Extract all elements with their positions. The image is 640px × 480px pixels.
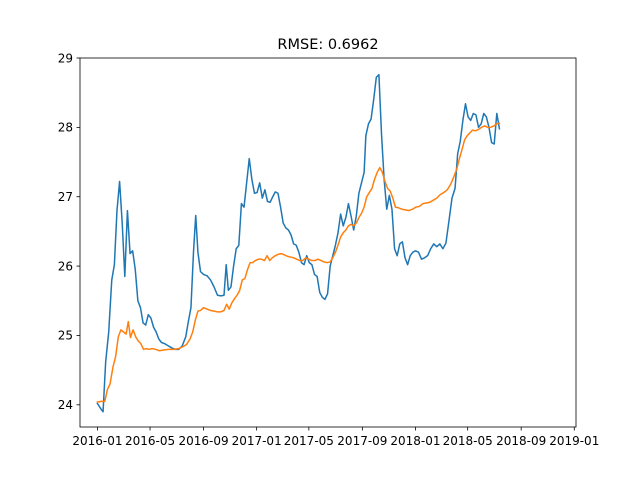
y-tick-label: 27 [58, 190, 73, 204]
x-tick-label: 2018-05 [443, 434, 493, 448]
x-tick-label: 2017-09 [337, 434, 387, 448]
series-layer [96, 73, 501, 413]
y-tick-label: 26 [58, 259, 73, 273]
series-line-2 [96, 122, 501, 403]
y-tick-label: 29 [58, 51, 73, 65]
plot-frame [79, 57, 577, 428]
y-tick-label: 25 [58, 329, 73, 343]
x-tick-label: 2017-01 [232, 434, 282, 448]
y-tick-label: 24 [58, 398, 73, 412]
y-tick-label: 28 [58, 121, 73, 135]
axis-ticks: 2016-01 2016-05 2016-09 2017-01 2017-05 2017-… [58, 51, 600, 448]
x-tick-label: 2016-05 [125, 434, 175, 448]
x-tick-label: 2017-05 [284, 434, 334, 448]
x-tick-label: 2016-09 [178, 434, 228, 448]
x-tick-label: 2016-01 [72, 434, 122, 448]
x-tick-label: 2019-01 [549, 434, 599, 448]
chart-title: RMSE: 0.6962 [277, 37, 378, 53]
series-line-1 [96, 73, 501, 413]
x-tick-label: 2018-01 [390, 434, 440, 448]
x-tick-label: 2018-09 [496, 434, 546, 448]
